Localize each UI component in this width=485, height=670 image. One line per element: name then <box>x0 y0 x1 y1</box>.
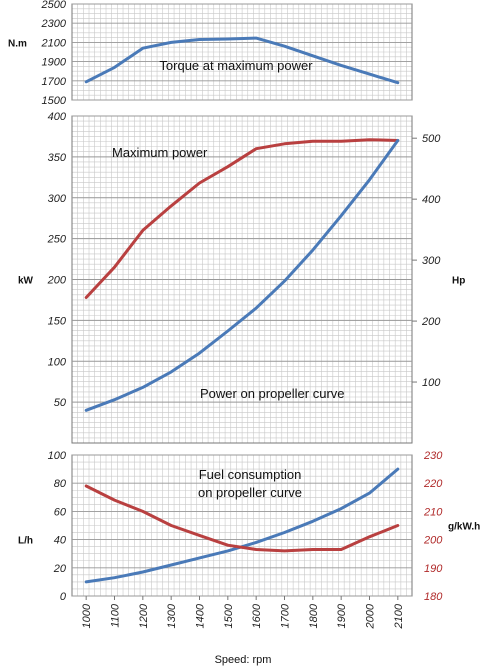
annotation: Power on propeller curve <box>200 386 345 401</box>
x-tick-label: 2100 <box>393 603 405 629</box>
y-tick-label: 2300 <box>41 18 67 30</box>
y2-tick-label: 230 <box>423 450 443 462</box>
y-tick-label: 1900 <box>42 57 67 69</box>
y2-tick-label: 200 <box>421 316 441 328</box>
y2-tick-label: 180 <box>424 591 443 603</box>
x-tick-label: 1400 <box>195 603 207 628</box>
x-tick-label: 1100 <box>110 603 122 628</box>
y-tick-label: 1500 <box>42 95 67 107</box>
y-tick-label: 60 <box>54 506 67 518</box>
annotation: Fuel consumption <box>199 467 302 482</box>
x-tick-label: 1000 <box>81 603 93 628</box>
y2-tick-label: 200 <box>423 535 443 547</box>
x-tick-label: 1600 <box>251 603 263 628</box>
max-power-line <box>84 138 400 299</box>
x-tick-label: 1800 <box>308 603 320 628</box>
annotation: on propeller curve <box>198 485 302 500</box>
propeller-power-line <box>84 139 400 412</box>
y2-axis-label: g/kW.h <box>448 522 480 533</box>
y2-axis-label: Hp <box>452 276 465 287</box>
y-tick-label: 150 <box>48 315 67 327</box>
y-tick-label: 1700 <box>42 76 67 88</box>
y-tick-label: 50 <box>54 397 67 409</box>
x-tick-label: 2000 <box>365 603 377 629</box>
x-axis-label: Speed: rpm <box>215 654 272 666</box>
y-tick-label: 400 <box>48 111 67 123</box>
y-tick-label: 200 <box>47 275 67 287</box>
grid-layer <box>71 3 417 600</box>
y2-tick-label: 300 <box>422 255 441 267</box>
y2-tick-label: 190 <box>424 563 443 575</box>
annotation: Maximum power <box>112 145 208 160</box>
y-axis-label: N.m <box>8 38 27 49</box>
y2-tick-label: 100 <box>422 377 441 389</box>
torque-line <box>84 36 400 85</box>
y-tick-label: 250 <box>47 234 67 246</box>
x-tick-label: 1700 <box>280 603 292 628</box>
series-layer <box>84 36 400 584</box>
annotation: Torque at maximum power <box>159 58 313 73</box>
x-tick-label: 1200 <box>138 603 150 628</box>
y-tick-label: 0 <box>60 591 67 603</box>
y-axis-label: L/h <box>18 536 33 547</box>
y-tick-label: 100 <box>48 356 67 368</box>
y-tick-label: 350 <box>48 152 67 164</box>
y-tick-label: 2100 <box>41 37 67 49</box>
y-axis-label: kW <box>18 276 34 287</box>
y2-tick-label: 220 <box>423 478 443 490</box>
x-tick-label: 1300 <box>166 603 178 628</box>
y-tick-label: 300 <box>48 193 67 205</box>
y2-tick-label: 400 <box>422 194 441 206</box>
y-tick-label: 20 <box>53 563 67 575</box>
y2-tick-label: 210 <box>423 506 443 518</box>
y-tick-label: 100 <box>48 450 67 462</box>
fuel-specific-line <box>84 484 400 553</box>
y2-tick-label: 500 <box>422 133 441 145</box>
y-tick-label: 80 <box>54 478 67 490</box>
x-tick-label: 1500 <box>223 603 235 628</box>
x-tick-label: 1900 <box>336 603 348 628</box>
y-tick-label: 40 <box>54 535 67 547</box>
y-tick-label: 2500 <box>41 0 67 11</box>
